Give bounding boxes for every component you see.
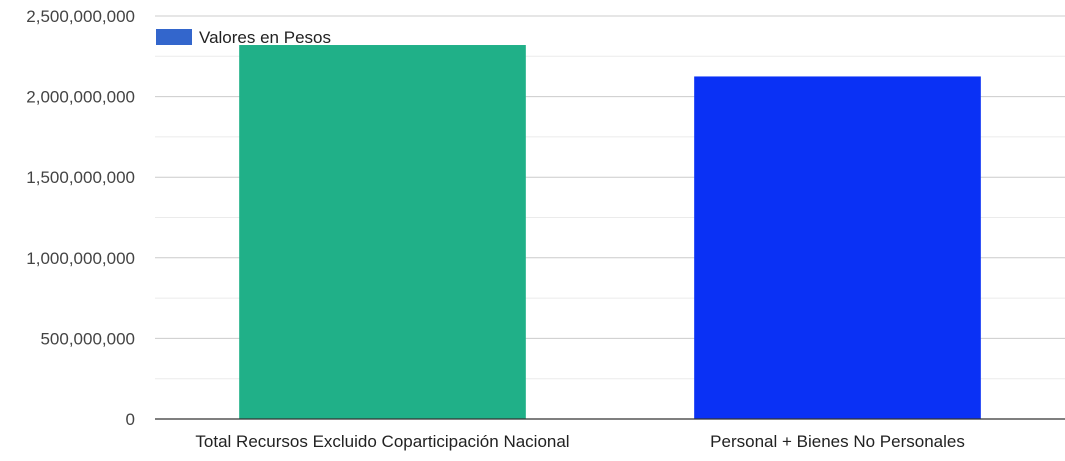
legend-label: Valores en Pesos <box>199 28 331 47</box>
legend: Valores en Pesos <box>156 28 331 47</box>
bar <box>239 45 526 420</box>
y-tick-label: 0 <box>126 410 135 429</box>
bars <box>239 45 981 420</box>
y-tick-label: 2,500,000,000 <box>26 7 135 26</box>
y-tick-label: 1,000,000,000 <box>26 249 135 268</box>
y-tick-label: 2,000,000,000 <box>26 88 135 107</box>
y-axis: 0 500,000,000 1,000,000,000 1,500,000,000 2,… <box>26 7 135 429</box>
legend-swatch <box>156 29 192 45</box>
x-tick-label: Personal + Bienes No Personales <box>710 432 965 451</box>
x-tick-label: Total Recursos Excluido Coparticipación … <box>195 432 569 451</box>
bar <box>694 76 981 419</box>
x-axis: Total Recursos Excluido Coparticipación … <box>155 418 1065 451</box>
y-tick-label: 500,000,000 <box>40 329 135 348</box>
y-tick-label: 1,500,000,000 <box>26 168 135 187</box>
